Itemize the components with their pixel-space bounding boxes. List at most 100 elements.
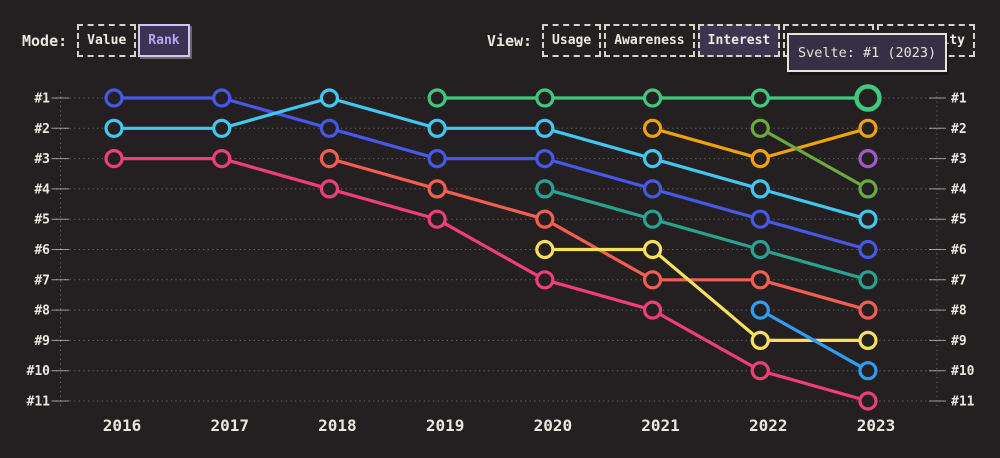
y-tick-label-right: #6 bbox=[951, 243, 967, 258]
data-point-cyan-2022[interactable] bbox=[750, 179, 770, 199]
y-tick-label-right: #2 bbox=[951, 122, 967, 137]
view-label: View: bbox=[486, 31, 533, 50]
data-point-blue-2021[interactable] bbox=[642, 179, 663, 199]
data-point-blue-2017[interactable] bbox=[212, 88, 232, 108]
y-tick-label-left: #11 bbox=[27, 395, 51, 410]
y-tick-label-left: #8 bbox=[34, 304, 50, 319]
data-point-svelte-2022[interactable] bbox=[750, 88, 770, 108]
x-tick-label: 2019 bbox=[426, 416, 465, 435]
data-point-yellow-2022[interactable] bbox=[750, 330, 770, 350]
data-point-pink-2021[interactable] bbox=[642, 300, 663, 320]
series-line-blue bbox=[112, 96, 870, 252]
y-tick-label-left: #10 bbox=[27, 364, 51, 379]
series-line-cyan bbox=[112, 96, 870, 221]
mode-option-rank[interactable]: Rank bbox=[138, 24, 190, 57]
data-point-svelte-2020[interactable] bbox=[535, 88, 555, 108]
data-point-blue-2016[interactable] bbox=[104, 88, 124, 108]
y-tick-label-right: #8 bbox=[951, 304, 967, 319]
x-tick-label: 2021 bbox=[641, 416, 680, 435]
data-point-red-2021[interactable] bbox=[642, 270, 663, 290]
data-point-cyan-2018[interactable] bbox=[319, 88, 340, 108]
view-option-awareness[interactable]: Awareness bbox=[604, 24, 695, 57]
data-point-cyan-2016[interactable] bbox=[104, 118, 124, 138]
data-point-red-2018[interactable] bbox=[319, 149, 340, 169]
data-point-red-2019[interactable] bbox=[427, 179, 447, 199]
data-point-orange-2021[interactable] bbox=[642, 118, 663, 138]
data-point-purple-2023[interactable] bbox=[858, 149, 878, 169]
data-point-cyan-2019[interactable] bbox=[427, 118, 447, 138]
data-point-cyan-2020[interactable] bbox=[535, 118, 555, 138]
data-point-blue-2019[interactable] bbox=[427, 149, 447, 169]
data-point-yellow-2023[interactable] bbox=[858, 330, 878, 350]
data-point-red-2022[interactable] bbox=[750, 270, 770, 290]
data-point-red-2023[interactable] bbox=[858, 300, 878, 320]
x-tick-label: 2016 bbox=[103, 416, 142, 435]
data-point-pink-2023[interactable] bbox=[858, 391, 878, 411]
data-point-orange-2023[interactable] bbox=[858, 118, 878, 138]
y-tick-label-left: #2 bbox=[34, 122, 50, 137]
data-point-azure-2022[interactable] bbox=[750, 300, 770, 320]
data-point-orange-2022[interactable] bbox=[750, 149, 770, 169]
series-line-azure bbox=[758, 308, 870, 373]
y-tick-label-left: #7 bbox=[34, 273, 50, 288]
data-point-yellow-2020[interactable] bbox=[535, 239, 555, 260]
y-tick-label-left: #3 bbox=[34, 152, 50, 167]
data-point-cyan-2021[interactable] bbox=[642, 149, 663, 169]
y-tick-label-left: #9 bbox=[34, 334, 50, 349]
data-point-azure-2023[interactable] bbox=[858, 361, 878, 381]
data-point-pink-2018[interactable] bbox=[319, 179, 340, 199]
series-line-pink bbox=[112, 157, 870, 403]
data-point-blue-2020[interactable] bbox=[535, 149, 555, 169]
y-tick-label-right: #9 bbox=[951, 334, 967, 349]
data-point-svelte-2021[interactable] bbox=[642, 88, 663, 108]
highlighted-point-svelte-2023[interactable] bbox=[854, 84, 882, 112]
data-point-cyan-2017[interactable] bbox=[212, 118, 232, 138]
data-point-olive-2023[interactable] bbox=[858, 179, 878, 199]
x-tick-label: 2022 bbox=[749, 416, 788, 435]
series-line-teal bbox=[543, 187, 870, 282]
view-option-interest[interactable]: Interest bbox=[697, 24, 781, 57]
data-point-pink-2022[interactable] bbox=[750, 361, 770, 381]
data-point-olive-2022[interactable] bbox=[750, 118, 770, 138]
data-point-pink-2020[interactable] bbox=[535, 270, 555, 290]
data-point-pink-2017[interactable] bbox=[212, 149, 232, 169]
mode-label: Mode: bbox=[22, 31, 68, 50]
view-option-usage[interactable]: Usage bbox=[542, 24, 602, 57]
x-tick-label: 2017 bbox=[210, 416, 249, 435]
y-tick-label-left: #6 bbox=[34, 243, 50, 258]
y-tick-label-left: #4 bbox=[34, 182, 50, 197]
y-tick-label-left: #5 bbox=[34, 213, 50, 228]
y-tick-label-right: #10 bbox=[951, 364, 975, 379]
x-tick-label: 2018 bbox=[318, 416, 357, 435]
data-point-teal-2021[interactable] bbox=[642, 209, 663, 229]
data-point-blue-2023[interactable] bbox=[858, 239, 878, 260]
data-point-svelte-2019[interactable] bbox=[427, 88, 447, 108]
series-line-olive bbox=[758, 126, 870, 191]
x-tick-label: 2023 bbox=[857, 416, 896, 435]
y-tick-label-right: #4 bbox=[951, 182, 967, 197]
tooltip: Svelte: #1 (2023) bbox=[787, 33, 948, 72]
data-point-cyan-2023[interactable] bbox=[858, 209, 878, 229]
tooltip-text: Svelte: #1 (2023) bbox=[798, 44, 937, 61]
mode-option-value[interactable]: Value bbox=[77, 24, 137, 57]
mode-control: Mode: Value Rank bbox=[22, 24, 190, 57]
mode-button-row: Value Rank bbox=[77, 24, 190, 57]
data-point-yellow-2021[interactable] bbox=[642, 239, 663, 260]
data-point-red-2020[interactable] bbox=[535, 209, 555, 229]
data-point-teal-2022[interactable] bbox=[750, 239, 770, 260]
data-point-teal-2020[interactable] bbox=[535, 179, 555, 199]
y-tick-label-right: #7 bbox=[951, 273, 967, 288]
y-tick-label-right: #1 bbox=[951, 92, 967, 107]
data-point-teal-2023[interactable] bbox=[858, 270, 878, 290]
data-point-pink-2019[interactable] bbox=[427, 209, 447, 229]
data-point-blue-2022[interactable] bbox=[750, 209, 770, 229]
y-tick-label-left: #1 bbox=[34, 92, 50, 107]
data-point-blue-2018[interactable] bbox=[319, 118, 340, 138]
y-tick-label-right: #3 bbox=[951, 152, 967, 167]
data-point-pink-2016[interactable] bbox=[104, 149, 124, 169]
series-line-red bbox=[327, 157, 870, 312]
y-tick-label-right: #5 bbox=[951, 213, 967, 228]
x-tick-label: 2020 bbox=[534, 416, 573, 435]
